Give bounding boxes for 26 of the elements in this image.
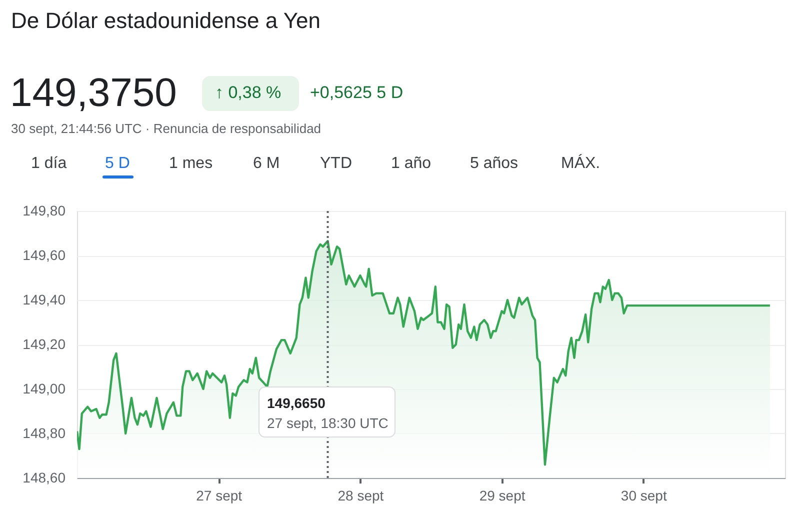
- text: YTD: [320, 155, 352, 172]
- text: 1 día: [31, 155, 67, 172]
- chart-subtitle: 149,3750: [10, 71, 177, 115]
- text: MÁX.: [561, 154, 600, 172]
- text: ↑ 0,38 %: [215, 83, 282, 102]
- text: 1 año: [391, 155, 432, 172]
- x-tick-label: 30 sept: [620, 488, 667, 504]
- annotation: 149,6650: [267, 395, 326, 411]
- y-tick-label: 149,40: [22, 292, 66, 308]
- y-tick-label: 149,00: [22, 380, 66, 396]
- y-tick-label: 149,80: [22, 202, 66, 218]
- text: 6 M: [253, 155, 280, 172]
- y-tick-label: 149,60: [22, 247, 66, 263]
- text: +0,5625 5 D: [310, 83, 404, 102]
- annotation: 27 sept, 18:30 UTC: [267, 415, 388, 431]
- x-tick-label: 29 sept: [479, 488, 526, 504]
- chart-title: De Dólar estadounidense a Yen: [11, 8, 320, 33]
- x-tick-label: 27 sept: [196, 488, 242, 504]
- text: 5 D: [105, 155, 130, 172]
- y-tick-label: 149,20: [22, 336, 66, 352]
- text: 1 mes: [169, 155, 213, 172]
- x-tick-label: 28 sept: [338, 488, 384, 504]
- text: 30 sept, 21:44:56 UTC · Renuncia de responsabilidad: [11, 121, 322, 136]
- text: 5 años: [470, 155, 518, 172]
- y-tick-label: 148,80: [22, 425, 66, 441]
- y-tick-label: 148,60: [22, 470, 66, 486]
